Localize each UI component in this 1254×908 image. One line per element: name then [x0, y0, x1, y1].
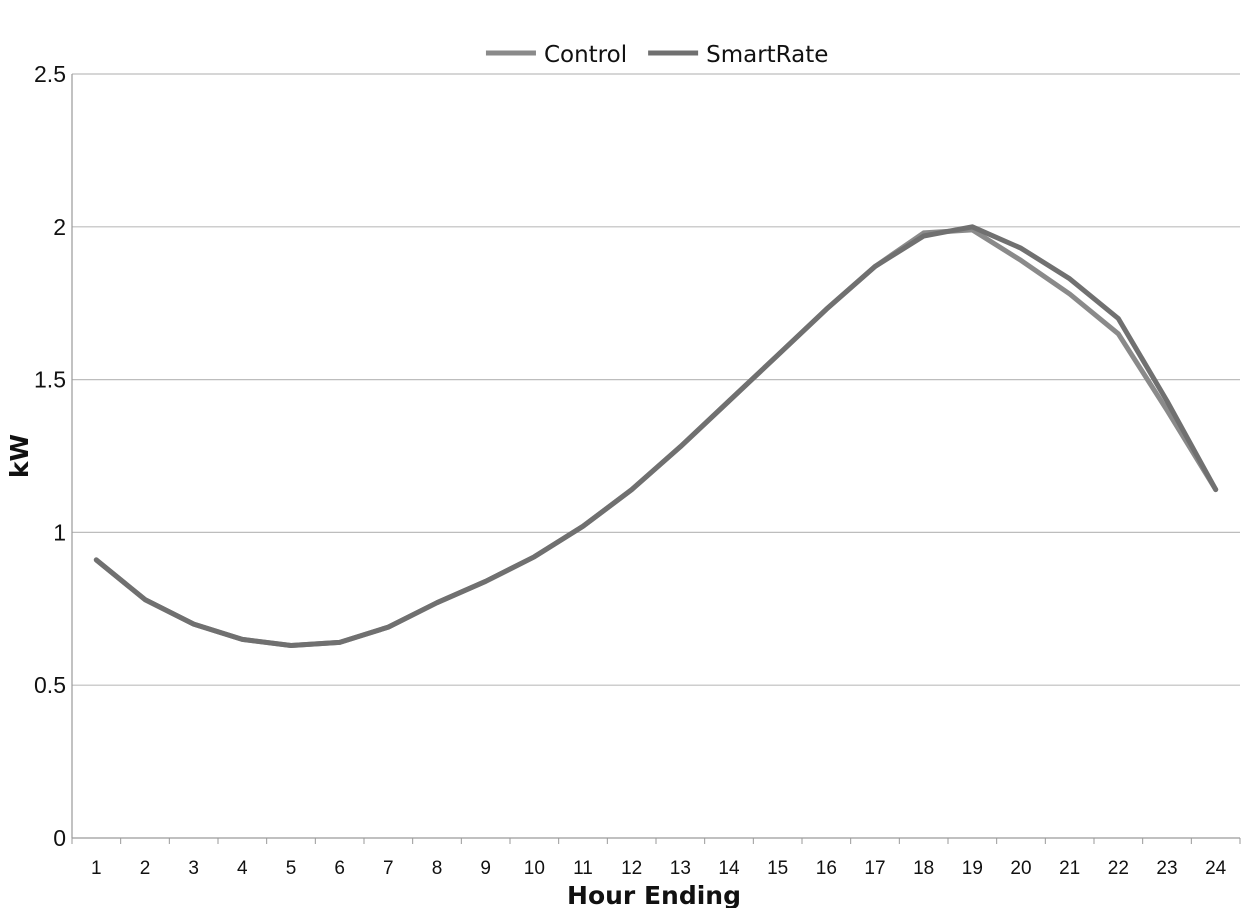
x-tick-label: 8 [432, 858, 443, 879]
x-tick-label: 14 [718, 858, 740, 879]
x-tick-label: 16 [816, 858, 837, 879]
x-tick-label: 11 [573, 858, 593, 879]
x-tick-label: 24 [1205, 858, 1227, 879]
x-tick-label: 17 [864, 858, 885, 879]
x-tick-labels: 1 2 3 4 5 6 7 8 9 10 11 12 13 14 15 16 17 18 19 20 21 22 23 24 [91, 858, 1227, 879]
x-tick-label: 13 [670, 858, 691, 879]
x-tick-label: 6 [334, 858, 345, 879]
x-tick-label: 23 [1156, 858, 1177, 879]
y-tick-label: 2 [53, 214, 66, 240]
x-tick-label: 1 [91, 858, 102, 879]
y-tick-label: 2.5 [34, 61, 66, 87]
x-axis-title: Hour Ending [567, 881, 741, 908]
x-tick-label: 4 [237, 858, 248, 879]
x-tick-label: 15 [767, 858, 788, 879]
legend-label: Control [544, 42, 627, 68]
legend: Control SmartRate [485, 42, 828, 68]
x-tick-label: 22 [1108, 858, 1129, 879]
x-tick-label: 3 [188, 858, 199, 879]
y-tick-label: 0 [53, 825, 66, 851]
x-tick-label: 21 [1059, 858, 1080, 879]
x-tick-label: 5 [286, 858, 297, 879]
y-tick-label: 1 [53, 519, 66, 545]
series-line-control [93, 227, 1219, 648]
x-tick-label: 12 [621, 858, 642, 879]
x-tick-label: 9 [480, 858, 491, 879]
x-tick-label: 19 [962, 858, 983, 879]
y-tick-label: 0.5 [34, 672, 66, 698]
x-tick-label: 10 [524, 858, 545, 879]
series-layer [93, 224, 1219, 648]
y-tick-labels: 0 0.5 1 1.5 2 2.5 [34, 61, 66, 851]
legend-label: SmartRate [706, 42, 828, 68]
axes [71, 74, 1241, 844]
x-tick-label: 18 [913, 858, 934, 879]
y-axis-title: kW [5, 434, 34, 478]
gridlines [72, 73, 1240, 686]
y-tick-label: 1.5 [34, 367, 66, 393]
series-line-smartrate [93, 224, 1219, 648]
x-tick-label: 20 [1010, 858, 1031, 879]
x-tick-label: 7 [383, 858, 394, 879]
x-tick-label: 2 [140, 858, 151, 879]
